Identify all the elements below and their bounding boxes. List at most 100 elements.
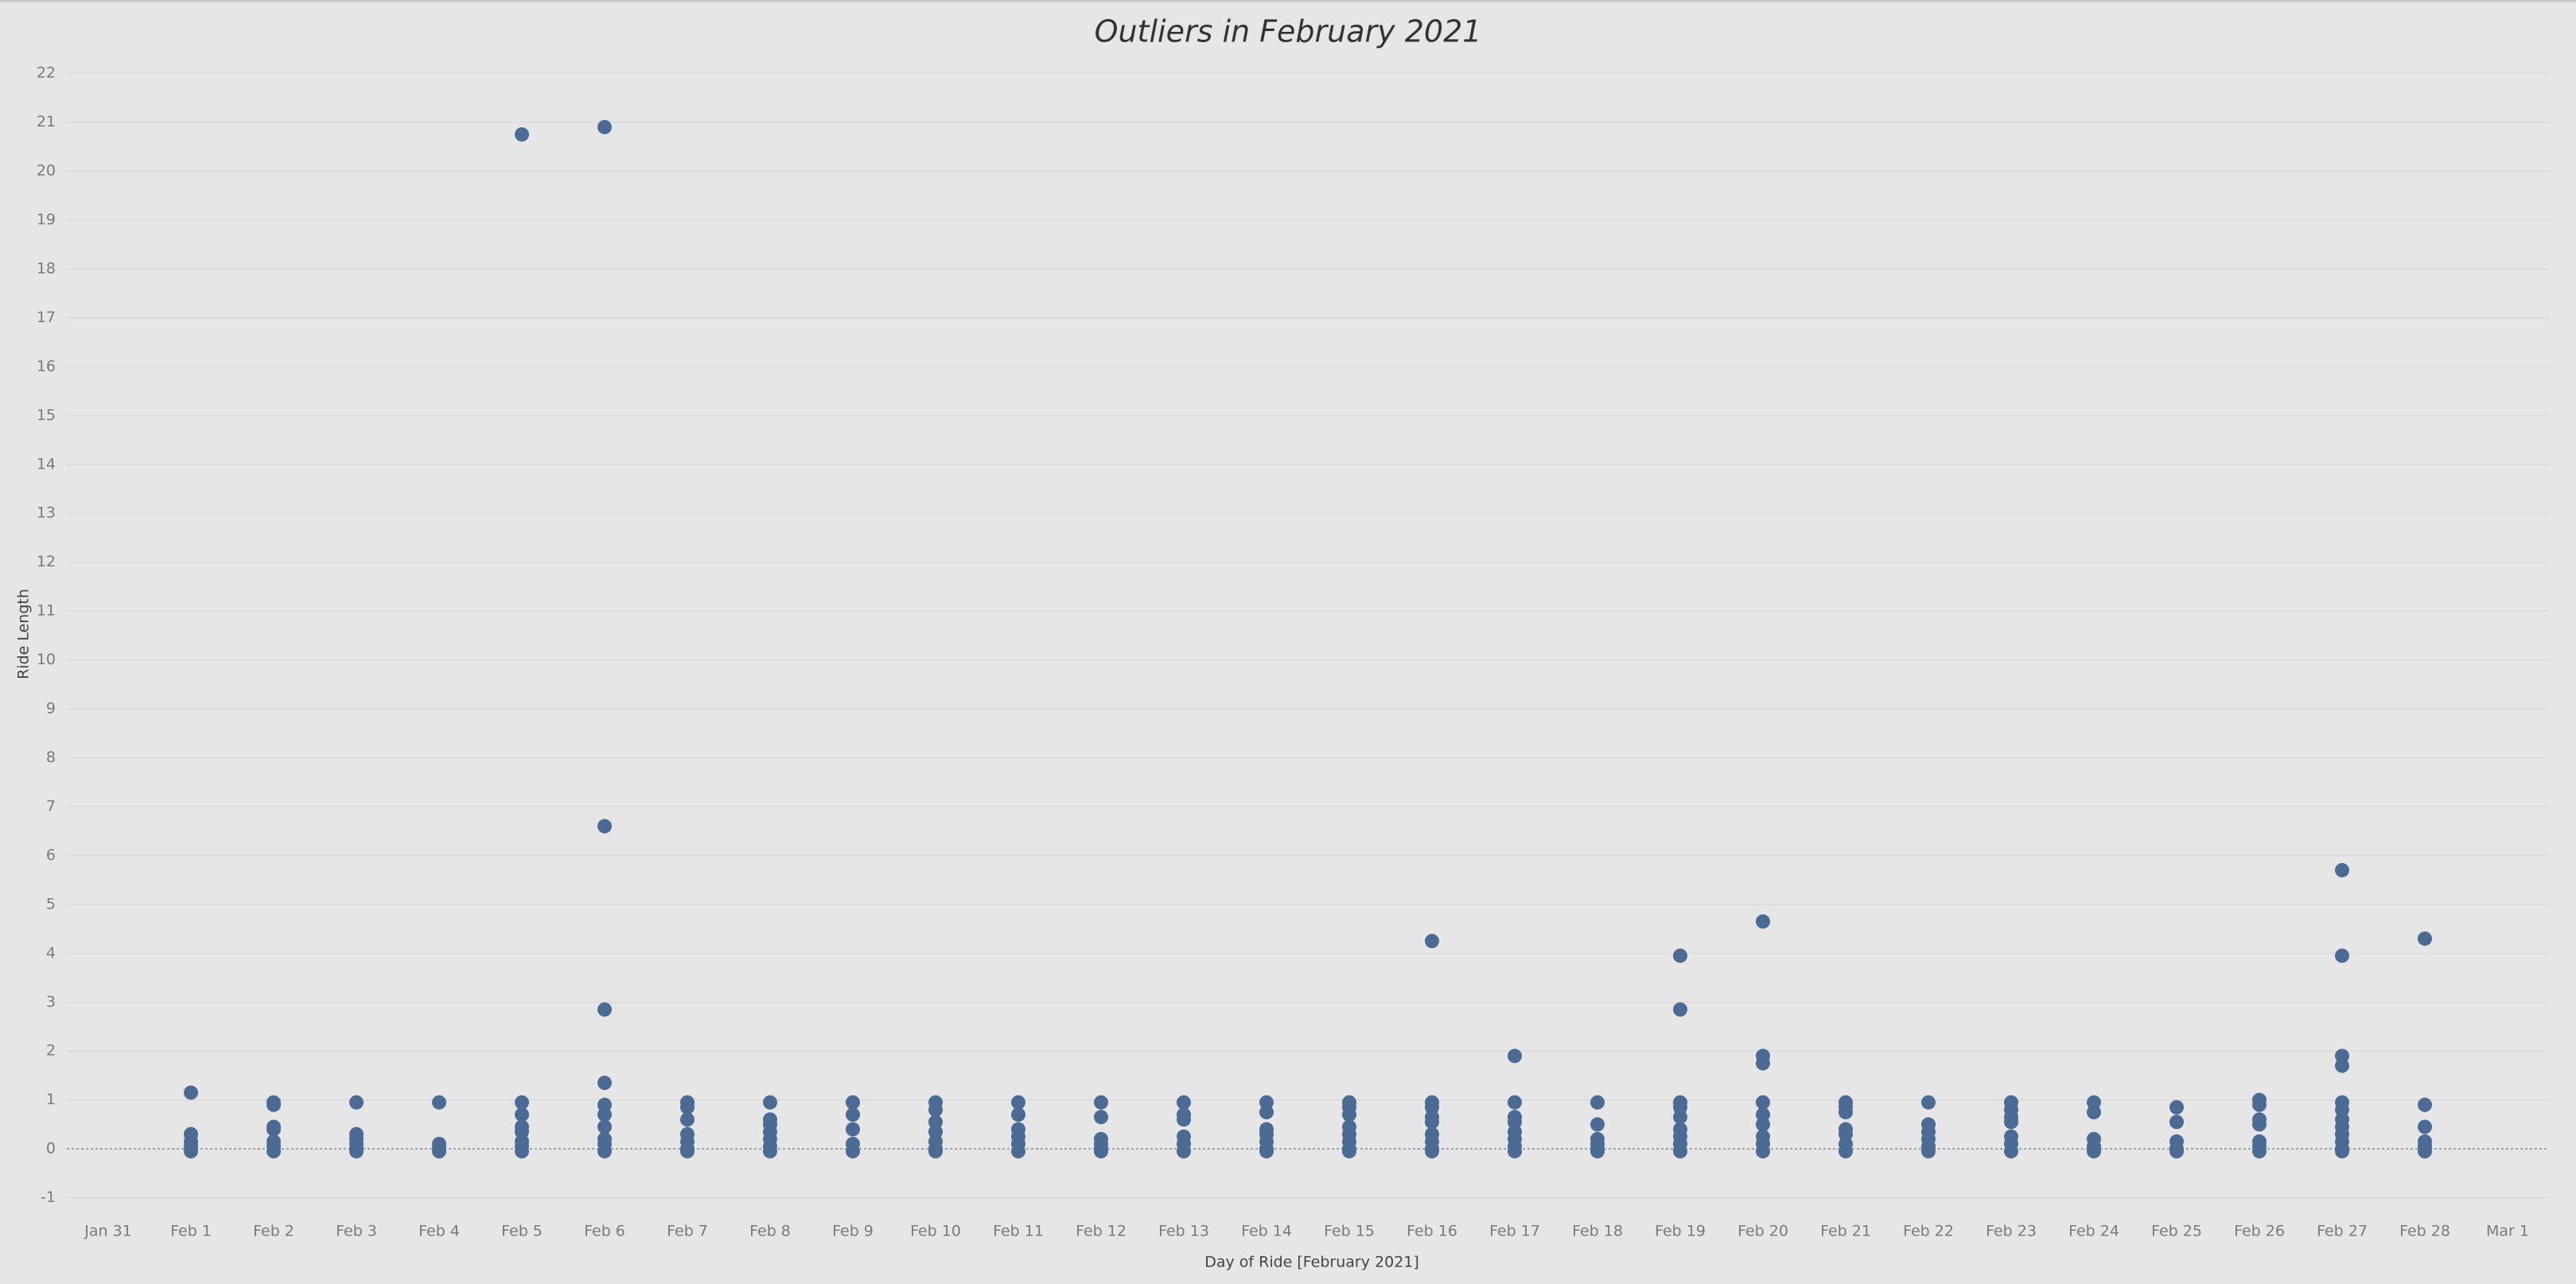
point <box>1425 933 1439 948</box>
x-tick-label: Feb 12 <box>1076 1223 1127 1240</box>
point <box>763 1144 777 1159</box>
point <box>680 1099 695 1115</box>
point <box>2335 1058 2349 1073</box>
point <box>1756 914 1770 929</box>
x-tick-label: Feb 13 <box>1158 1223 1209 1240</box>
point <box>2252 1097 2267 1112</box>
point <box>1756 1056 1770 1071</box>
y-tick-label: 1 <box>46 1091 56 1108</box>
x-tick-label: Feb 8 <box>749 1223 791 1240</box>
point <box>2169 1144 2184 1159</box>
y-tick-label: 19 <box>37 211 56 228</box>
y-tick-label: 2 <box>46 1042 56 1060</box>
point <box>597 1119 612 1134</box>
y-tick-label: 15 <box>37 407 56 424</box>
x-tick-label: Feb 15 <box>1324 1223 1375 1240</box>
point <box>1673 1110 1687 1125</box>
point <box>2418 1119 2432 1134</box>
point <box>597 119 612 134</box>
point <box>1177 1112 1191 1127</box>
point <box>1094 1110 1108 1125</box>
point <box>2169 1115 2184 1130</box>
point <box>2252 1144 2267 1159</box>
point <box>1673 948 1687 963</box>
y-tick-label: 10 <box>37 651 56 668</box>
point <box>1259 1105 1274 1120</box>
y-tick-label: 4 <box>46 944 56 962</box>
point <box>1094 1095 1108 1110</box>
point <box>597 819 612 834</box>
x-tick-label: Feb 3 <box>336 1223 377 1240</box>
point <box>515 126 529 142</box>
y-axis-title: Ride Length <box>15 589 33 679</box>
x-tick-label: Feb 14 <box>1241 1223 1292 1240</box>
point <box>846 1144 860 1159</box>
point <box>1756 1095 1770 1110</box>
point <box>680 1144 695 1159</box>
x-tick-label: Feb 6 <box>584 1223 625 1240</box>
point <box>1425 1144 1439 1159</box>
point <box>2335 862 2349 877</box>
point <box>2252 1117 2267 1132</box>
x-tick-label: Jan 31 <box>84 1223 132 1240</box>
y-tick-label: 9 <box>46 700 56 718</box>
y-tick-label: 11 <box>37 602 56 620</box>
y-tick-label: 7 <box>46 797 56 815</box>
point <box>1177 1095 1191 1110</box>
point <box>1756 1117 1770 1132</box>
x-tick-label: Feb 4 <box>418 1223 460 1240</box>
point <box>1425 1115 1439 1130</box>
point <box>267 1097 281 1112</box>
x-tick-label: Feb 28 <box>2399 1223 2450 1240</box>
point <box>763 1095 777 1110</box>
y-tick-label: 3 <box>46 993 56 1010</box>
x-tick-label: Feb 23 <box>1986 1223 2037 1240</box>
x-axis-title: Day of Ride [February 2021] <box>1204 1254 1419 1271</box>
point <box>515 1107 529 1123</box>
point <box>1011 1107 1025 1123</box>
x-tick-label: Feb 21 <box>1820 1223 1871 1240</box>
point <box>1839 1144 1853 1159</box>
point <box>2087 1105 2101 1120</box>
point <box>1590 1117 1605 1132</box>
x-tick-label: Feb 18 <box>1572 1223 1623 1240</box>
x-tick-label: Feb 25 <box>2151 1223 2202 1240</box>
point <box>1508 1095 1522 1110</box>
point <box>2418 931 2432 946</box>
point <box>1342 1144 1356 1159</box>
x-tick-label: Feb 17 <box>1489 1223 1540 1240</box>
x-tick-label: Feb 2 <box>253 1223 294 1240</box>
point <box>1508 1049 1522 1064</box>
point <box>2169 1099 2184 1115</box>
point <box>267 1122 281 1137</box>
point <box>1921 1144 1936 1159</box>
point <box>1756 1144 1770 1159</box>
y-tick-label: 8 <box>46 749 56 766</box>
point <box>928 1144 943 1159</box>
point <box>2335 948 2349 963</box>
point <box>846 1095 860 1110</box>
point <box>2335 1144 2349 1159</box>
x-tick-label: Feb 7 <box>667 1223 708 1240</box>
point <box>597 1107 612 1123</box>
point <box>2418 1097 2432 1112</box>
x-tick-label: Feb 19 <box>1655 1223 1706 1240</box>
y-tick-label: 18 <box>37 259 56 277</box>
point <box>1177 1144 1191 1159</box>
y-tick-label: -1 <box>41 1189 56 1206</box>
point <box>597 1002 612 1017</box>
point <box>1259 1144 1274 1159</box>
point <box>597 1076 612 1091</box>
point <box>1590 1095 1605 1110</box>
y-tick-label: 20 <box>37 162 56 180</box>
x-tick-label: Feb 11 <box>993 1223 1044 1240</box>
y-tick-label: 17 <box>37 309 56 326</box>
point <box>1839 1105 1853 1120</box>
point <box>349 1144 364 1159</box>
x-tick-label: Feb 16 <box>1407 1223 1457 1240</box>
x-tick-label: Feb 10 <box>910 1223 961 1240</box>
chart-title: Outliers in February 2021 <box>1095 14 1482 49</box>
